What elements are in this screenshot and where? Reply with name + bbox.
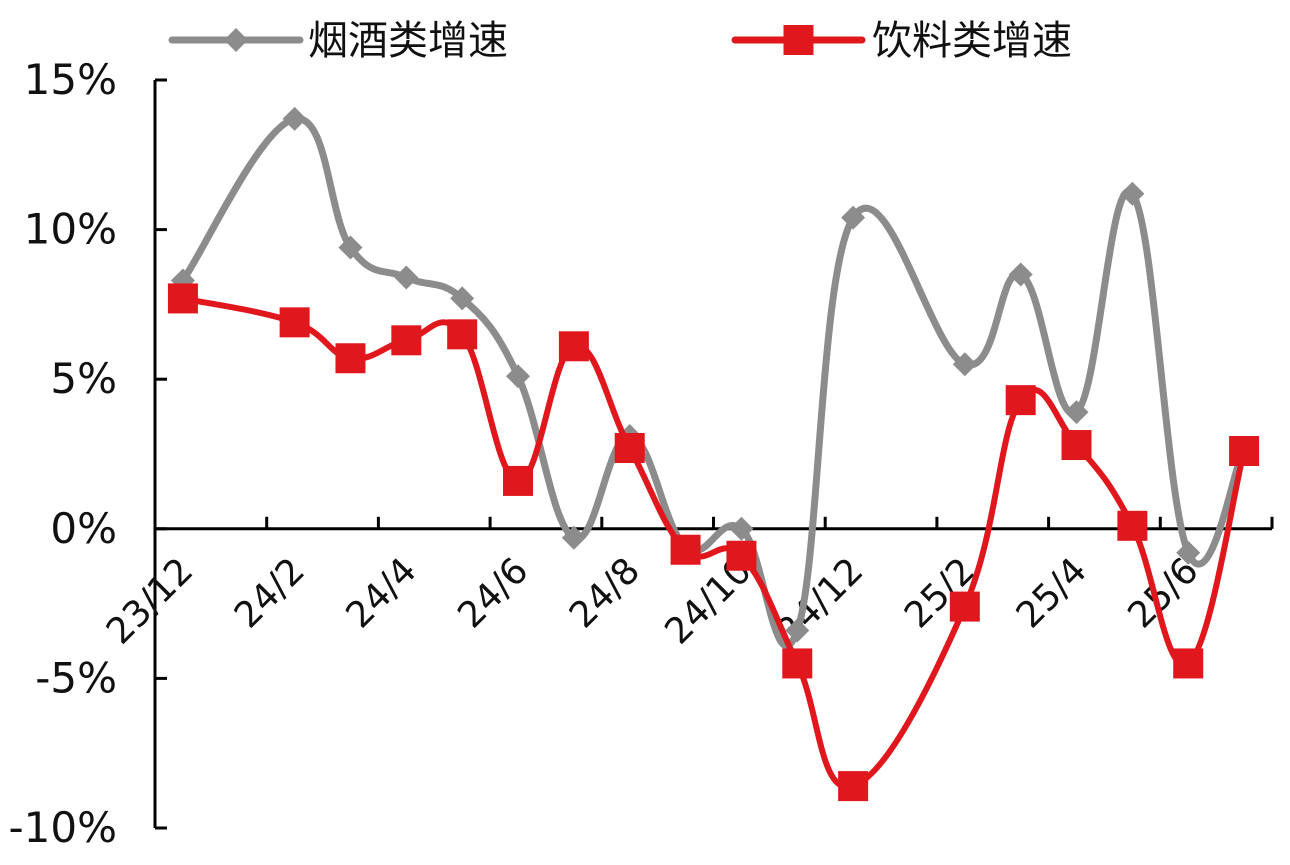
legend-label-1: 烟酒类增速	[308, 18, 508, 64]
y-tick-label: -10%	[8, 803, 117, 852]
series-2-point	[558, 331, 589, 362]
y-tick-label: 10%	[24, 205, 117, 254]
series-2-point	[614, 433, 645, 464]
y-tick-label: 0%	[50, 504, 117, 553]
x-tick-label: 23/12	[99, 550, 201, 652]
series-2-point	[670, 534, 701, 565]
series-2-point	[1173, 648, 1204, 679]
series-1-point	[1176, 540, 1201, 565]
legend: 烟酒类增速 饮料类增速	[168, 18, 1072, 64]
series-2-point	[726, 540, 757, 571]
series-1-point	[282, 106, 307, 131]
series-2-point	[391, 325, 422, 356]
series-2-point	[1117, 510, 1148, 541]
series-1-point	[561, 525, 586, 550]
series-2-point	[838, 771, 869, 802]
legend-marker-1	[224, 28, 248, 52]
series-1-point	[952, 352, 977, 377]
series-2-point	[1005, 385, 1036, 416]
x-tick-label: 24/4	[339, 550, 425, 636]
series-2-point	[279, 307, 310, 338]
y-tick-label: 5%	[50, 354, 117, 403]
series-1-point	[729, 516, 754, 541]
y-tick-label: 15%	[24, 55, 117, 104]
x-tick-label: 24/6	[450, 550, 536, 636]
series-1-point	[506, 364, 531, 389]
series-1-point	[841, 205, 866, 230]
series-2-point	[782, 648, 813, 679]
series-1-point	[785, 618, 810, 643]
series-2-point	[949, 591, 980, 622]
x-tick-label: 24/2	[227, 550, 313, 636]
series-2-point	[335, 343, 366, 374]
series-2-point	[167, 283, 198, 314]
series-1-point	[450, 286, 475, 311]
series-1-point	[1120, 181, 1145, 206]
series-layer	[167, 106, 1260, 802]
series-2-point	[503, 465, 534, 496]
series-1-point	[394, 265, 419, 290]
series-1-point	[1064, 400, 1089, 425]
y-tick-label: -5%	[35, 653, 117, 702]
x-tick-label: 25/4	[1009, 550, 1095, 636]
series-line-1	[179, 115, 1248, 650]
legend-marker-2	[783, 25, 814, 55]
series-1-point	[338, 235, 363, 260]
x-tick-label: 24/8	[562, 550, 648, 636]
series-2-point	[1061, 430, 1092, 461]
series-2-point	[1229, 436, 1260, 467]
series-1-point	[1008, 262, 1033, 287]
legend-label-2: 饮料类增速	[872, 18, 1072, 64]
series-2-point	[447, 319, 478, 350]
